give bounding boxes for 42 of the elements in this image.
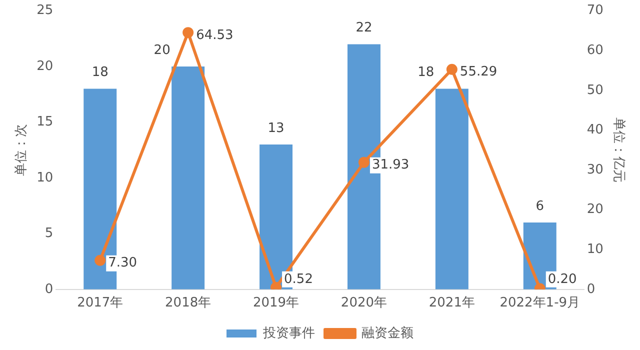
y-axis-title: 单位：次	[14, 124, 30, 176]
y2-tick-label: 30	[586, 162, 604, 178]
y-tick-label: 15	[36, 114, 54, 130]
data-label: 22	[356, 20, 372, 36]
y-tick-label: 10	[36, 170, 54, 186]
y2-axis-title: 单位：亿元	[610, 118, 626, 183]
point	[94, 254, 106, 266]
x-tick-label: 2019年	[252, 296, 300, 311]
data-label: 0.20	[548, 272, 577, 287]
x-tick-label: 2018年	[165, 296, 212, 311]
data-label: 0.52	[284, 272, 313, 287]
bar	[172, 66, 205, 290]
point	[358, 156, 370, 168]
point	[446, 64, 458, 75]
x-tick-label: 2017年	[77, 296, 124, 311]
data-label: 18	[418, 65, 434, 80]
data-label: 64.53	[196, 28, 234, 43]
y-tick-label: 20	[36, 58, 54, 74]
legend-label: 融资金额	[362, 326, 414, 341]
data-label: 7.30	[108, 256, 138, 271]
data-label: 18	[92, 65, 108, 80]
x-tick-label: 2022年1-9月	[500, 296, 580, 311]
legend-label: 投资事件	[262, 326, 315, 341]
y2-tick-label: 20	[586, 202, 604, 218]
y-tick-label: 25	[36, 3, 54, 18]
x-tick-label: 2021年	[428, 296, 475, 311]
y-tick-label: 5	[44, 226, 54, 242]
y2-tick-label: 40	[586, 122, 604, 138]
data-label: 55.29	[460, 64, 498, 80]
y-tick-label: 0	[44, 282, 54, 297]
y2-tick-label: 70	[586, 3, 604, 18]
bar	[435, 88, 468, 290]
data-label: 20	[154, 42, 170, 58]
data-label: 13	[268, 120, 284, 136]
x-tick-label: 2020年	[340, 296, 388, 311]
y2-tick-label: 50	[586, 82, 604, 98]
data-label: 31.93	[372, 158, 410, 173]
point	[182, 27, 194, 38]
data-label: 6	[536, 198, 544, 214]
y2-tick-label: 0	[586, 282, 596, 297]
y2-tick-label: 60	[586, 42, 604, 58]
y2-tick-label: 10	[586, 242, 604, 257]
